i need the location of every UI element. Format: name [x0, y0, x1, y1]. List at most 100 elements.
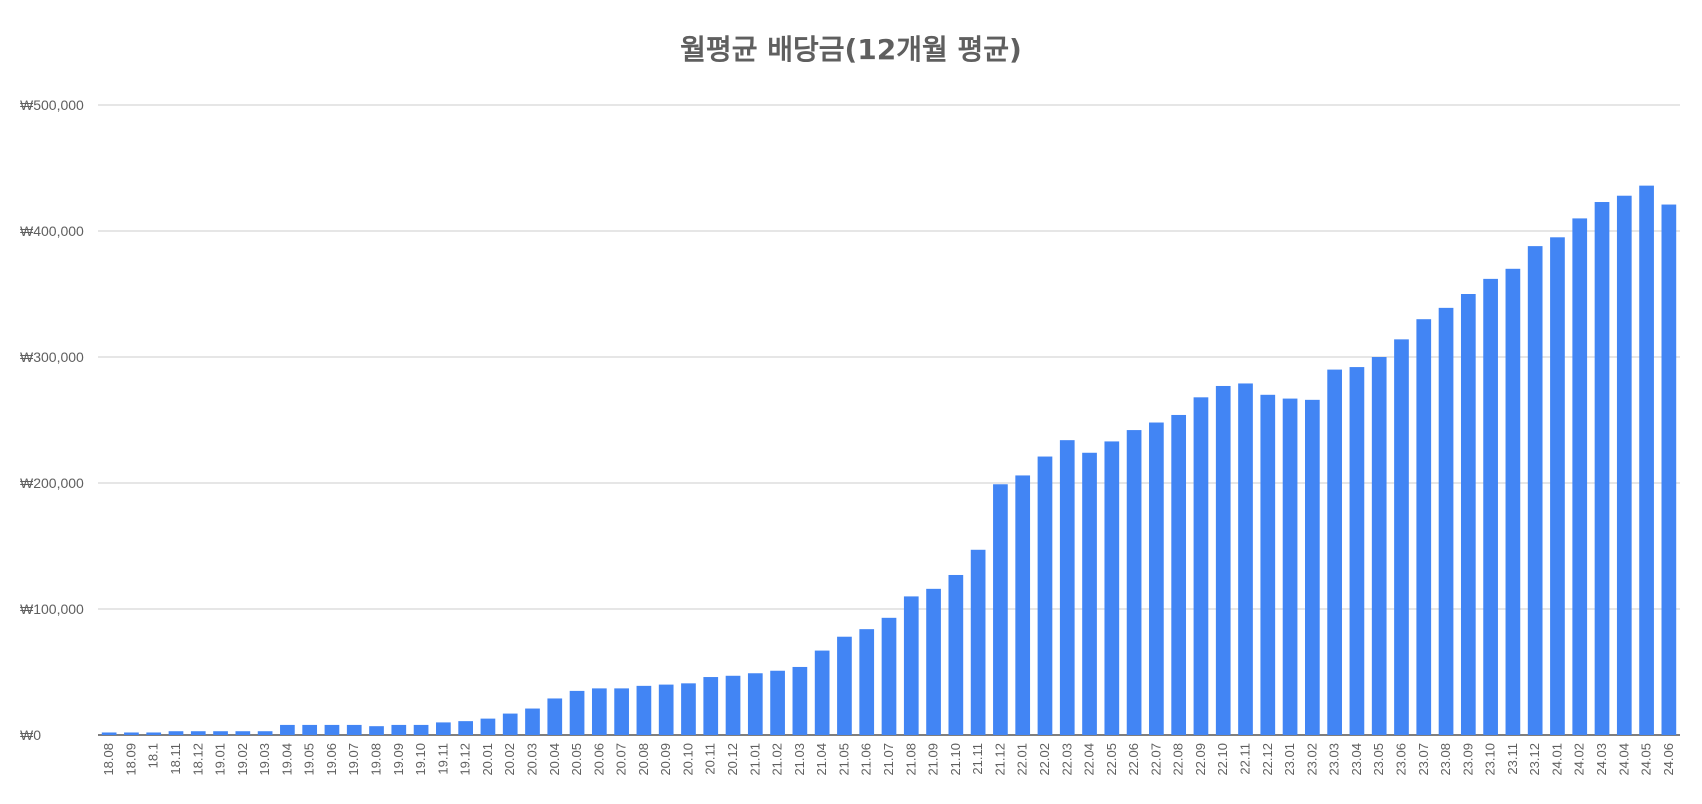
bar-22.02 — [1037, 456, 1053, 735]
bar-23.04 — [1349, 367, 1365, 735]
bar-22.10 — [1215, 385, 1231, 735]
bar-20.06 — [591, 688, 607, 735]
bar-19.09 — [391, 724, 407, 735]
bar-20.07 — [614, 688, 629, 735]
x-tick-label: 20.06 — [591, 743, 606, 776]
bar-21.05 — [837, 636, 852, 735]
x-tick-label: 22.07 — [1148, 743, 1163, 776]
bar-19.03 — [257, 731, 273, 735]
x-tick-label: 21.04 — [814, 743, 829, 776]
bar-23.08 — [1438, 307, 1454, 735]
x-tick-label: 23.04 — [1349, 743, 1364, 776]
x-tick-label: 18.09 — [123, 743, 138, 776]
bar-21.04 — [814, 650, 830, 735]
bar-18.12 — [190, 731, 206, 735]
x-tick-label: 20.10 — [680, 743, 695, 776]
bar-22.11 — [1238, 383, 1253, 735]
x-tick-label: 20.02 — [502, 743, 517, 776]
bar-22.08 — [1171, 414, 1187, 735]
x-tick-label: 20.01 — [480, 743, 495, 776]
bar-23.03 — [1327, 369, 1342, 735]
x-tick-label: 20.11 — [703, 743, 718, 775]
x-tick-label: 19.11 — [435, 743, 450, 775]
bar-21.01 — [747, 673, 763, 735]
x-tick-label: 21.10 — [948, 743, 963, 776]
bar-20.01 — [480, 718, 496, 735]
x-tick-label: 24.04 — [1616, 743, 1631, 776]
x-tick-label: 18.08 — [101, 743, 116, 776]
bar-22.07 — [1149, 422, 1164, 735]
bar-20.12 — [725, 675, 741, 735]
bar-18.08 — [101, 732, 117, 735]
bar-24.05 — [1639, 185, 1654, 735]
x-tick-label: 24.01 — [1549, 743, 1564, 776]
bar-19.04 — [280, 724, 295, 735]
x-tick-label: 23.03 — [1327, 743, 1342, 776]
bar-23.10 — [1483, 278, 1498, 735]
x-tick-label: 24.02 — [1572, 743, 1587, 776]
x-tick-label: 19.06 — [324, 743, 339, 776]
x-tick-label: 19.09 — [391, 743, 406, 776]
x-tick-label: 23.01 — [1282, 743, 1297, 776]
bar-20.04 — [547, 698, 563, 735]
x-tick-label: 22.10 — [1215, 743, 1230, 776]
x-tick-label: 19.08 — [369, 743, 384, 776]
bar-19.07 — [346, 724, 362, 735]
bar-21.11 — [970, 549, 986, 735]
x-tick-label: 20.12 — [725, 743, 740, 776]
x-tick-label: 23.08 — [1438, 743, 1453, 776]
x-tick-label: 21.06 — [859, 743, 874, 776]
bar-24.04 — [1616, 195, 1632, 736]
bar-22.12 — [1260, 394, 1276, 735]
y-tick-label: ₩300,000 — [20, 349, 84, 365]
y-tick-label: ₩400,000 — [20, 223, 84, 239]
bar-18.09 — [124, 732, 139, 735]
x-tick-label: 22.12 — [1260, 743, 1275, 776]
x-tick-label: 23.09 — [1460, 743, 1475, 776]
x-tick-label: 19.03 — [257, 743, 272, 776]
bar-18.1 — [146, 732, 162, 735]
bar-20.08 — [636, 685, 652, 735]
bar-20.11 — [703, 677, 719, 735]
bar-23.09 — [1460, 294, 1476, 735]
x-tick-label: 19.05 — [302, 743, 317, 776]
x-tick-label: 22.01 — [1015, 743, 1030, 776]
y-tick-label: ₩0 — [20, 727, 41, 743]
x-tick-label: 21.01 — [747, 743, 762, 776]
bar-23.06 — [1394, 339, 1409, 735]
x-tick-label: 19.07 — [346, 743, 361, 776]
bar-19.02 — [235, 731, 251, 735]
bar-19.12 — [458, 721, 474, 735]
x-tick-label: 23.02 — [1304, 743, 1319, 776]
bar-22.04 — [1082, 452, 1097, 735]
x-tick-label: 19.04 — [279, 743, 294, 776]
x-tick-label: 21.07 — [881, 743, 896, 776]
chart-title: 월평균 배당금(12개월 평균) — [680, 33, 1022, 66]
bar-21.06 — [859, 629, 875, 735]
x-tick-label: 21.09 — [926, 743, 941, 776]
bar-20.09 — [658, 684, 674, 735]
y-tick-label: ₩200,000 — [20, 475, 84, 491]
x-tick-label: 23.12 — [1527, 743, 1542, 776]
bar-24.03 — [1594, 202, 1610, 735]
x-tick-label: 22.09 — [1193, 743, 1208, 776]
x-tick-label: 23.05 — [1371, 743, 1386, 776]
x-tick-label: 22.06 — [1126, 743, 1141, 776]
bar-21.08 — [903, 596, 919, 735]
x-tick-label: 19.02 — [235, 743, 250, 776]
bar-23.02 — [1304, 399, 1320, 735]
bar-18.11 — [168, 731, 184, 735]
bar-19.08 — [369, 726, 384, 735]
bar-24.06 — [1661, 204, 1677, 736]
x-tick-label: 20.09 — [658, 743, 673, 776]
x-tick-label: 24.05 — [1639, 743, 1654, 776]
x-tick-label: 21.05 — [836, 743, 851, 776]
x-tick-label: 21.03 — [792, 743, 807, 776]
bar-19.11 — [436, 722, 451, 735]
x-tick-label: 21.02 — [770, 743, 785, 776]
bar-21.09 — [926, 588, 941, 735]
x-tick-label: 23.06 — [1393, 743, 1408, 776]
x-tick-label: 20.05 — [569, 743, 584, 776]
